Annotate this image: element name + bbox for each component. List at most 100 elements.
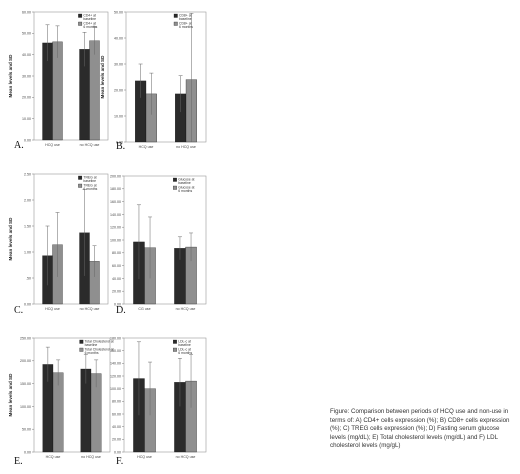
y-tick-label: 80.00: [112, 251, 121, 255]
chart-d: 0.00 20.00 40.00 60.00 80.00 100.00 120.00 140.…: [110, 174, 207, 311]
chart-a: 0.00 10.00 20.00 30.00 40.00 50.00 60.00 Mean l…: [8, 10, 109, 147]
panel-letter-f: F.: [116, 456, 124, 467]
chart-f: 0.00 20.00 40.00 60.00 80.00 100.00 120.00 140.…: [110, 336, 207, 459]
panel-d: 0.00 20.00 40.00 60.00 80.00 100.00 120.00 140.…: [100, 164, 220, 314]
y-tick-label: 60.00: [112, 412, 121, 416]
y-tick-label: 20.00: [112, 290, 121, 294]
legend-swatch: [173, 185, 177, 190]
legend-label: Total Cholesterol at 6 months: [85, 348, 114, 356]
panel-letter-d: D.: [116, 305, 126, 316]
y-tick-label: 160.00: [110, 200, 121, 204]
legend-label: Glucose at baseline: [178, 178, 194, 186]
x-tick-label: HCQ use: [137, 455, 152, 459]
y-tick-label: 60.00: [22, 10, 31, 14]
y-tick-label: 10.00: [22, 117, 31, 121]
x-tick-label: no HCQ use: [80, 307, 100, 311]
y-tick-label: 140.00: [110, 362, 121, 366]
y-tick-label: 2.00: [24, 198, 31, 202]
panel-letter-c: C.: [14, 305, 24, 316]
y-tick-label: 1.50: [24, 224, 31, 228]
x-tick-label: no HCQ use: [176, 145, 196, 149]
x-tick-label: HCQ use: [139, 145, 154, 149]
y-tick-label: 40.00: [22, 53, 31, 57]
y-tick-label: 160.00: [110, 349, 121, 353]
panel-a: 0.00 10.00 20.00 30.00 40.00 50.00 60.00 Mean l…: [0, 4, 120, 152]
y-tick-label: 50.00: [114, 10, 123, 14]
panel-c: 0.00 .50 1.00 1.50 2.00 2.50 Mean levels and S…: [0, 164, 120, 314]
y-tick-label: .50: [26, 276, 31, 280]
x-tick-label: HCQ use: [46, 455, 61, 459]
legend-label: CD8+ at 6 months: [179, 22, 193, 30]
y-tick-label: 250.00: [20, 336, 31, 340]
legend-label: LDL-c at 6 months: [178, 348, 192, 356]
x-tick-label: HCQ use: [45, 143, 60, 147]
y-tick-label: 30.00: [114, 62, 123, 66]
legend-swatch: [173, 339, 177, 344]
x-tick-label: CG use: [138, 307, 150, 311]
y-tick-label: 50.00: [22, 428, 31, 432]
legend-label: LDL-c at baseline: [178, 340, 191, 348]
y-tick-label: 40.00: [112, 277, 121, 281]
legend-swatch: [78, 175, 83, 180]
figure-caption: Figure: Comparison between periods of HC…: [330, 408, 510, 450]
y-tick-label: 80.00: [112, 400, 121, 404]
y-tick-label: 200.00: [20, 359, 31, 363]
y-tick-label: 0.00: [24, 138, 31, 142]
panel-f: 0.00 20.00 40.00 60.00 80.00 100.00 120.00 140.…: [100, 324, 220, 459]
legend-swatch: [173, 21, 178, 26]
x-tick-label: no HCQ use: [176, 307, 196, 311]
panel-letter-a: A.: [14, 140, 24, 151]
y-tick-label: 1.00: [24, 250, 31, 254]
y-axis-label: Mean levels and SD: [8, 373, 13, 417]
y-tick-label: 180.00: [110, 336, 121, 340]
legend-swatch: [79, 347, 84, 352]
y-tick-label: 2.50: [24, 172, 31, 176]
y-axis-label: Mean levels and SD: [8, 54, 13, 98]
legend-swatch: [173, 13, 178, 18]
y-tick-label: 10.00: [114, 114, 123, 118]
panel-letter-e: E.: [14, 456, 23, 467]
y-axis-label: Mean levels and SD: [8, 217, 13, 261]
chart-b: 0.00 10.00 20.00 30.00 40.00 50.00 Mean levels…: [100, 10, 207, 149]
y-tick-label: 60.00: [112, 264, 121, 268]
y-tick-label: 180.00: [110, 187, 121, 191]
legend-swatch: [173, 177, 177, 182]
y-tick-label: 150.00: [20, 382, 31, 386]
panel-b: 0.00 10.00 20.00 30.00 40.00 50.00 Mean levels…: [100, 4, 220, 152]
legend-label: CD4+ at 6 months: [83, 22, 97, 30]
y-tick-label: 0.00: [24, 302, 31, 306]
y-tick-label: 100.00: [20, 405, 31, 409]
legend-label: Glucose at 6 months: [178, 186, 194, 194]
y-tick-label: 140.00: [110, 213, 121, 217]
y-tick-label: 30.00: [22, 74, 31, 78]
x-tick-label: HCQ use: [45, 307, 60, 311]
y-tick-label: 0.00: [116, 140, 123, 144]
legend-label: CD4+ at baseline: [83, 14, 96, 22]
y-axis-label: Mean levels and SD: [100, 55, 105, 99]
y-tick-label: 0.00: [114, 302, 121, 306]
bar: [89, 40, 100, 141]
legend-swatch: [78, 13, 83, 18]
legend-swatch: [78, 21, 83, 26]
y-tick-label: 0.00: [114, 450, 121, 454]
legend-swatch: [78, 183, 83, 188]
chart-e: 0.00 50.00 100.00 150.00 200.00 250.00 Mean le…: [8, 336, 114, 459]
x-tick-label: no HCQ use: [81, 455, 101, 459]
y-tick-label: 20.00: [112, 438, 121, 442]
y-tick-label: 20.00: [22, 96, 31, 100]
panel-e: 0.00 50.00 100.00 150.00 200.00 250.00 Mean le…: [0, 324, 120, 459]
y-tick-label: 40.00: [114, 36, 123, 40]
y-tick-label: 50.00: [22, 32, 31, 36]
legend-label: Total Cholesterol at baseline: [85, 340, 114, 348]
y-tick-label: 0.00: [24, 450, 31, 454]
legend-swatch: [79, 339, 84, 344]
y-tick-label: 120.00: [110, 374, 121, 378]
legend-swatch: [173, 347, 177, 352]
x-tick-label: no HCQ use: [80, 143, 100, 147]
y-tick-label: 100.00: [110, 238, 121, 242]
legend-label: TREG at baseline: [83, 176, 96, 184]
y-tick-label: 120.00: [110, 226, 121, 230]
legend-label: CD8+ at baseline: [179, 14, 192, 22]
y-tick-label: 40.00: [112, 425, 121, 429]
y-tick-label: 100.00: [110, 387, 121, 391]
